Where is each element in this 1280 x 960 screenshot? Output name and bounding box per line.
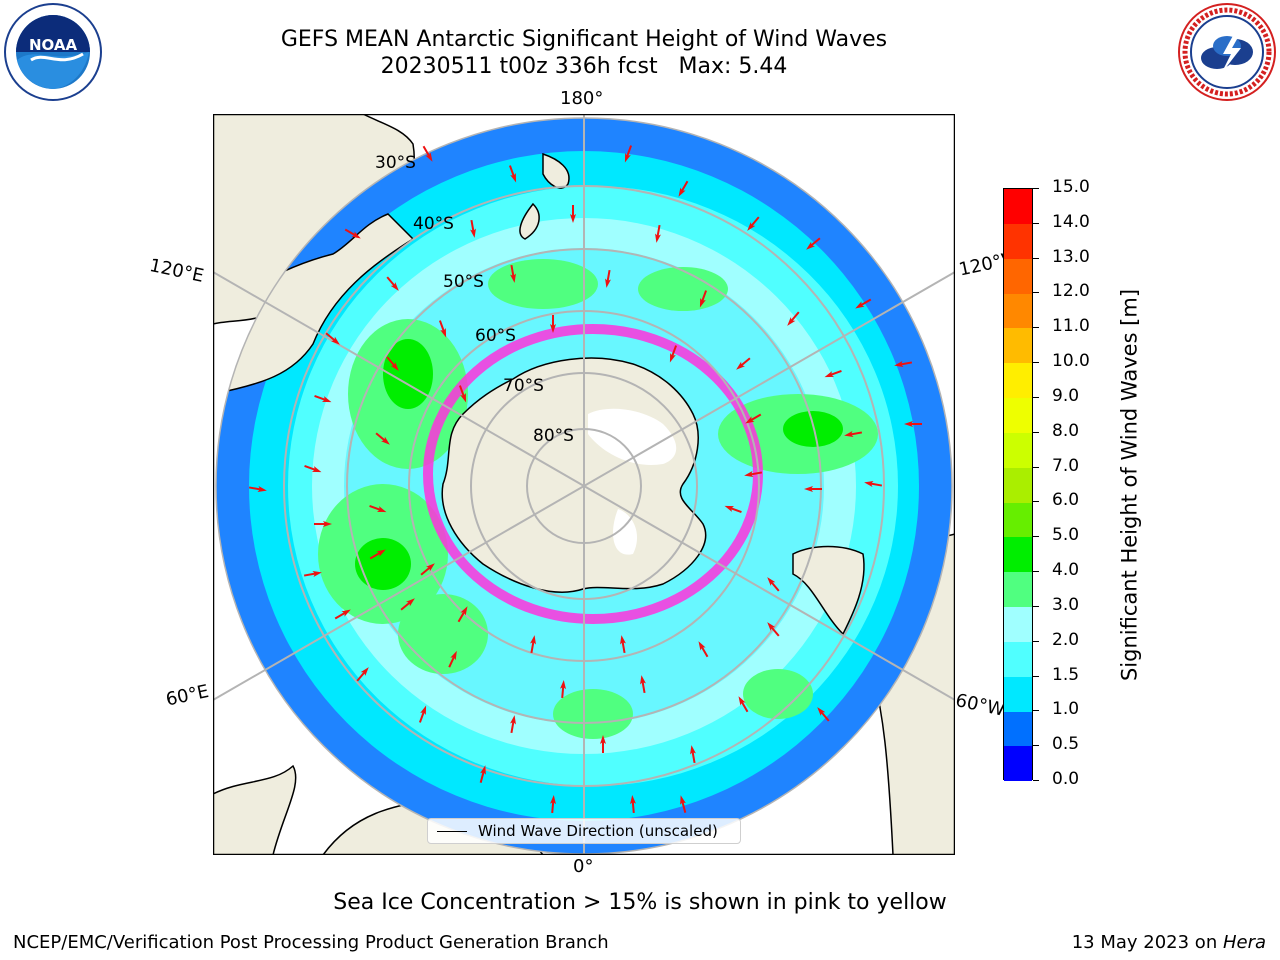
colorbar-segment bbox=[1004, 467, 1032, 503]
colorbar-tick-mark bbox=[1033, 710, 1039, 711]
colorbar-tick-label: 4.0 bbox=[1052, 560, 1080, 580]
land-inside bbox=[216, 152, 865, 636]
footer-machine: Hera bbox=[1222, 932, 1266, 953]
colorbar-tick-mark bbox=[1033, 258, 1039, 259]
colorbar-segment bbox=[1004, 572, 1032, 608]
lat-label-30s: 30°S bbox=[375, 153, 416, 173]
nws-logo bbox=[1178, 3, 1276, 101]
colorbar-tick-label: 14.0 bbox=[1052, 212, 1090, 232]
colorbar-tick-mark bbox=[1033, 188, 1039, 189]
colorbar-tick-mark bbox=[1033, 571, 1039, 572]
colorbar-tick-mark bbox=[1033, 536, 1039, 537]
colorbar-tick-label: 15.0 bbox=[1052, 177, 1090, 197]
colorbar-segment bbox=[1004, 537, 1032, 573]
colorbar-tick-label: 1.0 bbox=[1052, 699, 1080, 719]
colorbar-tick-mark bbox=[1033, 467, 1039, 468]
colorbar-segment bbox=[1004, 293, 1032, 329]
colorbar-segment bbox=[1004, 641, 1032, 677]
colorbar bbox=[1003, 188, 1033, 782]
plot-title: GEFS MEAN Antarctic Significant Height o… bbox=[280, 27, 888, 52]
colorbar-tick-label: 6.0 bbox=[1052, 490, 1080, 510]
colorbar-tick-mark bbox=[1033, 432, 1039, 433]
colorbar-segment bbox=[1004, 223, 1032, 259]
lon-label-180: 180° bbox=[560, 88, 604, 109]
colorbar-tick-label: 13.0 bbox=[1052, 247, 1090, 267]
colorbar-tick-label: 10.0 bbox=[1052, 351, 1090, 371]
colorbar-tick-label: 5.0 bbox=[1052, 525, 1080, 545]
colorbar-tick-mark bbox=[1033, 292, 1039, 293]
colorbar-tick-mark bbox=[1033, 606, 1039, 607]
legend: Wind Wave Direction (unscaled) bbox=[427, 818, 741, 844]
colorbar-segment bbox=[1004, 711, 1032, 747]
colorbar-tick-mark bbox=[1033, 641, 1039, 642]
colorbar-tick-mark bbox=[1033, 780, 1039, 781]
lon-label-0: 0° bbox=[573, 856, 594, 877]
colorbar-tick-label: 3.0 bbox=[1052, 595, 1080, 615]
footer-credit: NCEP/EMC/Verification Post Processing Pr… bbox=[13, 932, 609, 953]
lon-label-60w: 60°W bbox=[953, 690, 1007, 721]
colorbar-segment bbox=[1004, 397, 1032, 433]
colorbar-segment bbox=[1004, 258, 1032, 294]
colorbar-segment bbox=[1004, 328, 1032, 364]
lat-label-40s: 40°S bbox=[413, 214, 454, 234]
colorbar-tick-label: 11.0 bbox=[1052, 316, 1090, 336]
wind-arrows bbox=[248, 145, 922, 814]
lon-label-60e: 60°E bbox=[164, 681, 211, 711]
lat-label-50s: 50°S bbox=[443, 272, 484, 292]
lat-label-80s: 80°S bbox=[533, 426, 574, 446]
map-frame bbox=[213, 114, 955, 855]
colorbar-tick-label: 0.0 bbox=[1052, 769, 1080, 789]
colorbar-tick-mark bbox=[1033, 676, 1039, 677]
colorbar-segment bbox=[1004, 606, 1032, 642]
colorbar-tick-label: 1.5 bbox=[1052, 665, 1080, 685]
ice-shelf bbox=[613, 509, 638, 555]
noaa-logo: NOAA bbox=[4, 3, 102, 101]
colorbar-tick-label: 0.5 bbox=[1052, 734, 1080, 754]
colorbar-tick-mark bbox=[1033, 223, 1039, 224]
colorbar-tick-mark bbox=[1033, 397, 1039, 398]
plot-subtitle: 20230511 t00z 336h fcst Max: 5.44 bbox=[380, 54, 788, 79]
lon-label-120e: 120°E bbox=[147, 255, 206, 287]
colorbar-tick-mark bbox=[1033, 501, 1039, 502]
colorbar-tick-label: 8.0 bbox=[1052, 421, 1080, 441]
colorbar-tick-label: 7.0 bbox=[1052, 456, 1080, 476]
footer-date-text: 13 May 2023 on bbox=[1071, 932, 1223, 953]
legend-label: Wind Wave Direction (unscaled) bbox=[478, 822, 718, 840]
colorbar-label: Significant Height of Wind Waves [m] bbox=[1117, 288, 1142, 682]
colorbar-segment bbox=[1004, 502, 1032, 538]
colorbar-tick-mark bbox=[1033, 362, 1039, 363]
gridlines bbox=[213, 114, 955, 855]
polar-map: 30°S 40°S 50°S 60°S 70°S 80°S bbox=[213, 114, 955, 855]
colorbar-segment bbox=[1004, 676, 1032, 712]
ice-shelf bbox=[588, 408, 677, 465]
colorbar-segment bbox=[1004, 746, 1032, 782]
colorbar-segment bbox=[1004, 432, 1032, 468]
colorbar-tick-mark bbox=[1033, 745, 1039, 746]
colorbar-tick-label: 9.0 bbox=[1052, 386, 1080, 406]
sea-ice-note: Sea Ice Concentration > 15% is shown in … bbox=[333, 890, 947, 915]
footer-date: 13 May 2023 on Hera bbox=[1072, 932, 1266, 953]
noaa-logo-text: NOAA bbox=[29, 36, 78, 54]
lat-label-60s: 60°S bbox=[475, 326, 516, 346]
colorbar-tick-mark bbox=[1033, 327, 1039, 328]
colorbar-tick-label: 12.0 bbox=[1052, 281, 1090, 301]
lat-label-70s: 70°S bbox=[503, 376, 544, 396]
legend-line-icon bbox=[437, 831, 467, 832]
colorbar-tick-label: 2.0 bbox=[1052, 630, 1080, 650]
colorbar-segment bbox=[1004, 189, 1032, 224]
colorbar-segment bbox=[1004, 363, 1032, 399]
